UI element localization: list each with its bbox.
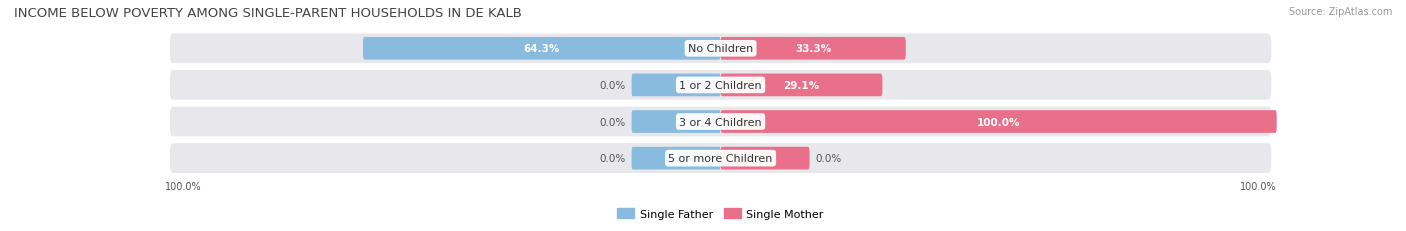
Text: 5 or more Children: 5 or more Children	[668, 153, 773, 163]
Text: 0.0%: 0.0%	[815, 153, 841, 163]
Text: 33.3%: 33.3%	[794, 44, 831, 54]
FancyBboxPatch shape	[720, 74, 883, 97]
Text: 100.0%: 100.0%	[977, 117, 1021, 127]
Text: No Children: No Children	[688, 44, 754, 54]
Text: 0.0%: 0.0%	[600, 117, 626, 127]
Text: 64.3%: 64.3%	[523, 44, 560, 54]
FancyBboxPatch shape	[720, 38, 905, 60]
Text: 0.0%: 0.0%	[600, 153, 626, 163]
Text: 100.0%: 100.0%	[1240, 181, 1277, 191]
Text: 3 or 4 Children: 3 or 4 Children	[679, 117, 762, 127]
Text: 1 or 2 Children: 1 or 2 Children	[679, 81, 762, 91]
FancyBboxPatch shape	[170, 71, 1271, 100]
FancyBboxPatch shape	[170, 34, 1271, 64]
FancyBboxPatch shape	[720, 147, 810, 170]
FancyBboxPatch shape	[631, 74, 720, 97]
FancyBboxPatch shape	[631, 111, 720, 133]
FancyBboxPatch shape	[720, 111, 1277, 133]
FancyBboxPatch shape	[170, 107, 1271, 137]
FancyBboxPatch shape	[363, 38, 720, 60]
Text: 29.1%: 29.1%	[783, 81, 820, 91]
Text: 0.0%: 0.0%	[600, 81, 626, 91]
Text: 100.0%: 100.0%	[165, 181, 201, 191]
FancyBboxPatch shape	[631, 147, 720, 170]
FancyBboxPatch shape	[170, 144, 1271, 173]
Legend: Single Father, Single Mother: Single Father, Single Mother	[613, 204, 828, 223]
Text: Source: ZipAtlas.com: Source: ZipAtlas.com	[1288, 7, 1392, 17]
Text: INCOME BELOW POVERTY AMONG SINGLE-PARENT HOUSEHOLDS IN DE KALB: INCOME BELOW POVERTY AMONG SINGLE-PARENT…	[14, 7, 522, 20]
